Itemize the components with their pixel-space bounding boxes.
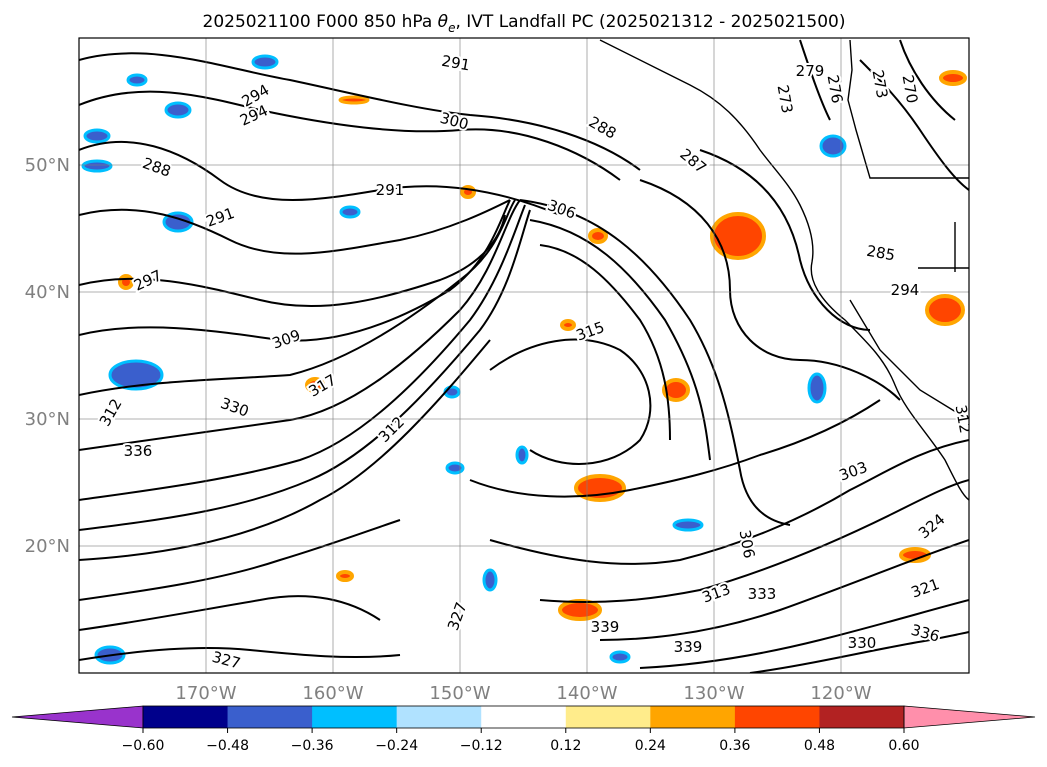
lon-label-150w: 150°W xyxy=(429,683,490,704)
colorbar-segment xyxy=(481,706,567,728)
colorbar-tick-label: −0.36 xyxy=(291,738,334,754)
colorbar-ticks: −0.60 −0.48 −0.36 −0.24 −0.12 0.12 0.24 0.36 0.4… xyxy=(122,728,920,754)
contour-layer xyxy=(79,39,969,673)
colorbar-extend-min xyxy=(11,705,144,729)
colorbar-tick-label: 0.48 xyxy=(804,738,835,754)
contour-label: 339 xyxy=(674,638,703,656)
contour-label: 339 xyxy=(591,618,620,636)
map-frame xyxy=(78,37,970,674)
colorbar-segment xyxy=(143,706,229,728)
colorbar-segment xyxy=(734,706,820,728)
lon-label-160w: 160°W xyxy=(302,683,363,704)
colorbar-segment xyxy=(396,706,482,728)
contour-label: 336 xyxy=(124,442,153,460)
lon-label-170w: 170°W xyxy=(175,683,236,704)
colorbar-segment xyxy=(650,706,736,728)
colorbar-tick-label: −0.60 xyxy=(122,738,165,754)
lon-label-120w: 120°W xyxy=(810,683,871,704)
colorbar-frame xyxy=(142,705,905,729)
colorbar-tick-label: −0.24 xyxy=(375,738,418,754)
lat-label-40n: 40°N xyxy=(25,282,70,303)
colorbar-segment xyxy=(312,706,398,728)
colorbar-segment xyxy=(227,706,313,728)
coastline-layer xyxy=(599,39,969,501)
shading-layer xyxy=(81,54,967,665)
colorbar-segment xyxy=(565,706,651,728)
colorbar-tick-label: 0.24 xyxy=(635,738,666,754)
colorbar-tick-label: −0.48 xyxy=(206,738,249,754)
colorbar-segments xyxy=(11,705,1036,729)
colorbar-tick-label: 0.12 xyxy=(550,738,581,754)
contour-label: 279 xyxy=(796,62,825,80)
contour-label: 330 xyxy=(848,634,877,652)
lon-label-130w: 130°W xyxy=(683,683,744,704)
lat-label-20n: 20°N xyxy=(25,536,70,557)
latitude-labels: 50°N 40°N 30°N 20°N xyxy=(25,155,70,557)
colorbar-segment xyxy=(819,706,905,728)
graticule xyxy=(79,38,969,673)
colorbar-tick-label: 0.36 xyxy=(719,738,750,754)
contour-label: 333 xyxy=(748,585,777,603)
contour-label: 294 xyxy=(891,281,920,299)
colorbar-tick-label: 0.60 xyxy=(888,738,919,754)
colorbar: −0.60 −0.48 −0.36 −0.24 −0.12 0.12 0.24 0.36 0.4… xyxy=(11,705,1036,754)
contour-label: 291 xyxy=(376,181,405,199)
lon-label-140w: 140°W xyxy=(556,683,617,704)
lat-label-50n: 50°N xyxy=(25,155,70,176)
figure-title: 2025021100 F000 850 hPa θe, IVT Landfall… xyxy=(203,12,846,35)
colorbar-tick-label: −0.12 xyxy=(460,738,503,754)
lat-label-30n: 30°N xyxy=(25,409,70,430)
colorbar-extend-max xyxy=(903,705,1036,729)
longitude-labels: 170°W 160°W 150°W 140°W 130°W 120°W xyxy=(175,683,871,704)
